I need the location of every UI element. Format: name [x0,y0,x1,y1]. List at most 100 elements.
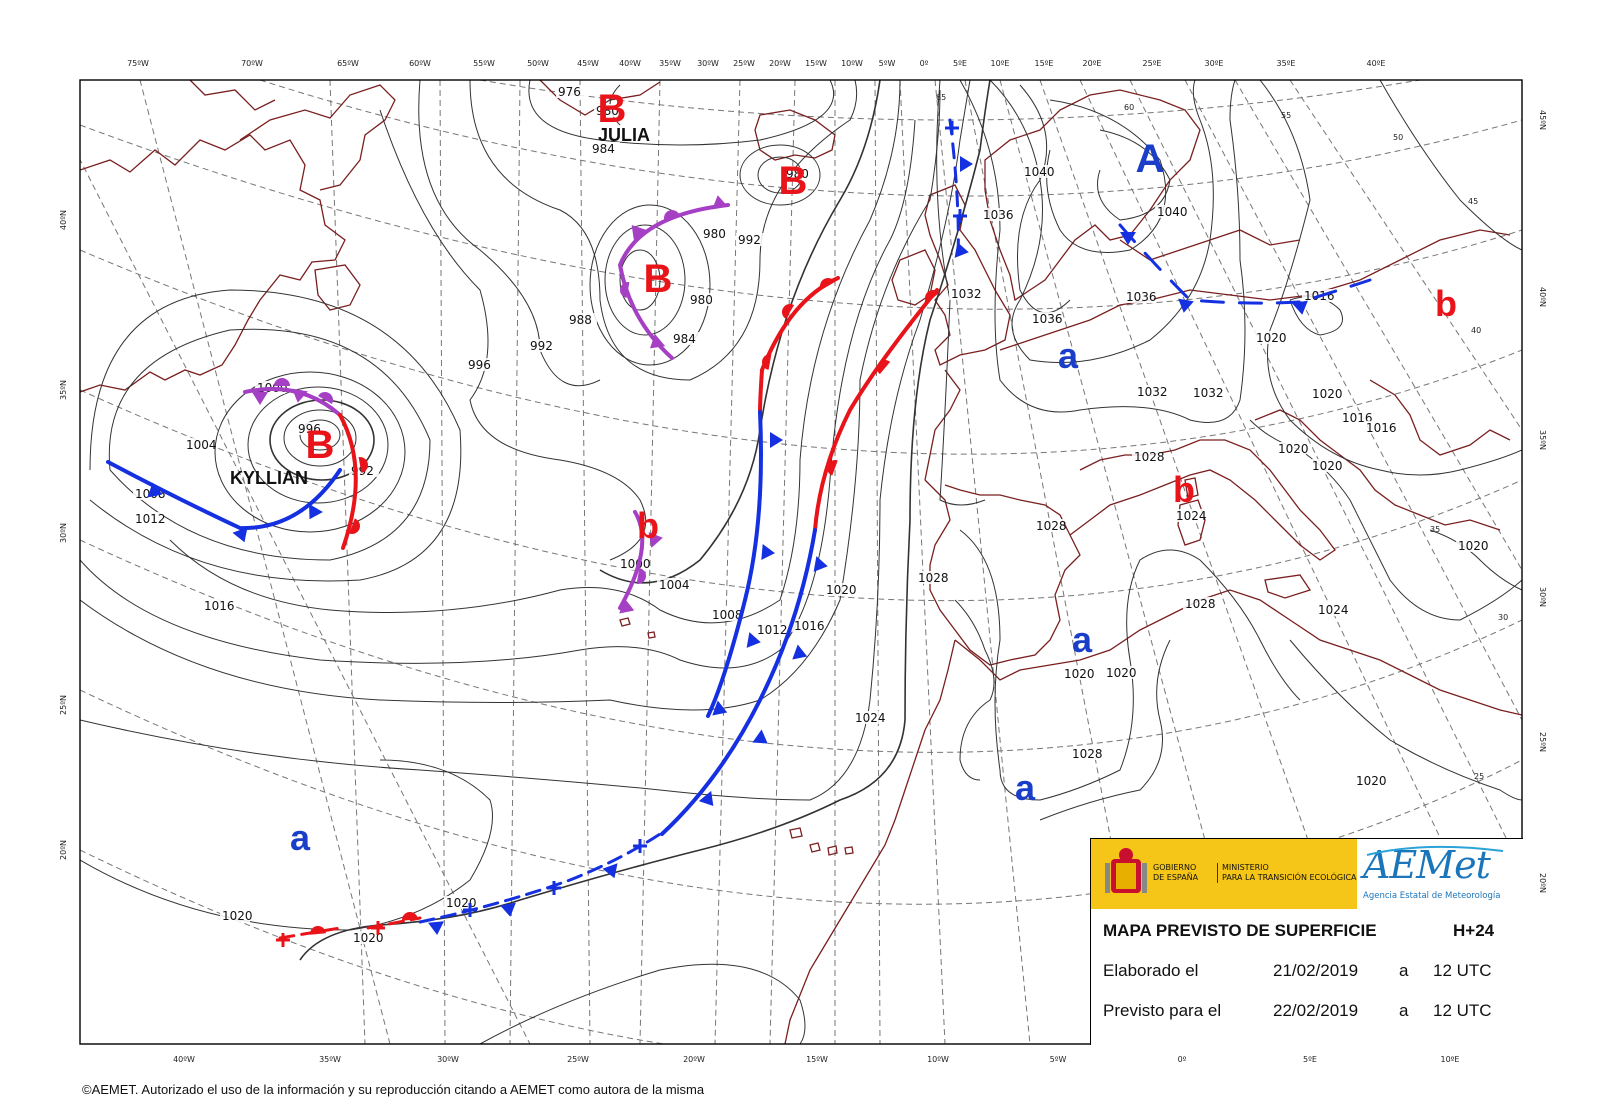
cold-front-triangle [500,902,516,917]
longitude-tick: 55ºW [473,59,495,68]
issued-row: Elaborado el 21/02/2019 a 12 UTC [1103,961,1507,983]
isobar-label: 1024 [855,711,886,725]
longitude-tick: 10ºE [990,59,1009,68]
isobar-label: 1036 [1032,312,1063,326]
longitude-tick: 25ºW [733,59,755,68]
title-row: MAPA PREVISTO DE SUPERFICIE H+24 [1103,921,1507,943]
isobar-label-bg [1456,539,1486,552]
cold-front-triangle [813,556,828,572]
isobar-label: 1024 [1318,603,1349,617]
coast-sicily [1264,574,1312,599]
isobar [1039,639,1171,821]
warm-front [338,413,358,550]
isobar-label: 1020 [1106,666,1137,680]
low-pressure-centre: B [598,87,627,131]
longitude-tick: 70ºW [241,59,263,68]
latitude-tick: 40ºN [1538,287,1547,307]
longitude-tick: 15ºW [805,59,827,68]
meridian [714,80,741,1044]
isobar-label: 1012 [757,623,788,637]
coast-med-france-italy [1069,439,1336,561]
coast-ireland [891,249,936,306]
low-pressure-centre: B [644,257,673,301]
coast-newfoundland [314,264,361,311]
frontogenesis-cross [547,881,561,895]
cold-front-triangle [770,432,783,448]
isobar [619,249,661,311]
latitude-tick: 30ºN [1538,587,1547,607]
isobar-label: 992 [738,233,761,247]
coast-canaries [809,842,854,856]
meridian [639,80,661,1044]
low-pressure-centre: b [1173,469,1195,510]
coast-france-biscay [924,369,961,481]
coast-iceland [754,109,836,161]
graticule-label: 50 [1393,133,1403,142]
isobar-label: 1020 [1064,667,1095,681]
isobar-label: 1032 [1193,386,1224,400]
longitude-tick: 40ºW [619,59,641,68]
cold-front-triangle [746,632,761,648]
warm-front-semicircle [782,304,794,319]
isobar-label-bg [736,233,766,246]
isobars [80,80,1522,1044]
valid-a: a [1399,1001,1409,1020]
meridian [769,80,796,1044]
government-logo-strip: GOBIERNO DE ESPAÑA MINISTERIO PARA LA TR… [1091,839,1357,909]
longitude-tick: 5ºW [879,59,896,68]
isobar-label-bg [1183,597,1213,610]
isobar-label-bg [556,85,586,98]
isobar-label: 988 [569,313,592,327]
cold-front-frontogenesis [418,832,662,924]
valid-time: 12 UTC [1433,1001,1492,1020]
meridian [874,80,881,1044]
isobar-label-bg [1316,603,1346,616]
isobar-label-bg [1070,747,1100,760]
valid-date: 22/02/2019 [1273,1001,1359,1020]
graticule-label: 25 [1474,772,1484,781]
left-latitude-ticks: 40ºN 35ºN 30ºN 25ºN 20ºN [59,210,68,860]
cold-front [706,410,763,718]
isobar-label: 992 [530,339,553,353]
isobar-label-bg [1364,421,1394,434]
cold-front [106,460,342,531]
warm-front-semicircle [827,460,838,476]
occluded-front-triangle [252,392,268,405]
latitude-tick: 40ºN [59,210,68,230]
isobar-label: 1020 [1278,442,1309,456]
longitude-tick: 10ºE [1440,1055,1459,1064]
isobar [528,80,835,146]
longitude-tick: 20ºE [1082,59,1101,68]
cold-front-triangle [1178,298,1194,313]
high-pressure-centre: A [1136,137,1165,181]
coastlines [80,80,1522,1044]
warm-front [813,288,939,532]
latitude-tick: 25ºN [59,695,68,715]
parallel [80,389,1522,602]
frontogenesis-cross [953,209,967,223]
isobar [80,759,493,931]
isobar [589,204,711,366]
isobar [169,80,901,624]
isobar-label: 1004 [186,438,217,452]
cold-front-triangle [960,156,973,172]
isobar-label: 1016 [1366,421,1397,435]
isobar-label: 1032 [951,287,982,301]
isobar-label-bg [1276,442,1306,455]
meridian [1129,80,1522,871]
coast-greece [1369,379,1511,456]
high-pressure-centre: a [290,817,311,858]
frontogenesis-cross [276,933,290,947]
isobar [1429,529,1522,591]
isobar [936,80,986,506]
meridian [139,80,391,1044]
isobar-label-bg [133,512,163,525]
coast-azores [619,617,656,639]
longitude-tick: 40ºE [1366,59,1385,68]
isobar-label: 984 [673,332,696,346]
isobar-label: 1008 [712,608,743,622]
isobar-label: 1040 [1024,165,1055,179]
low-pressure-centre: b [637,505,659,546]
high-pressure-centre: a [1072,619,1093,660]
